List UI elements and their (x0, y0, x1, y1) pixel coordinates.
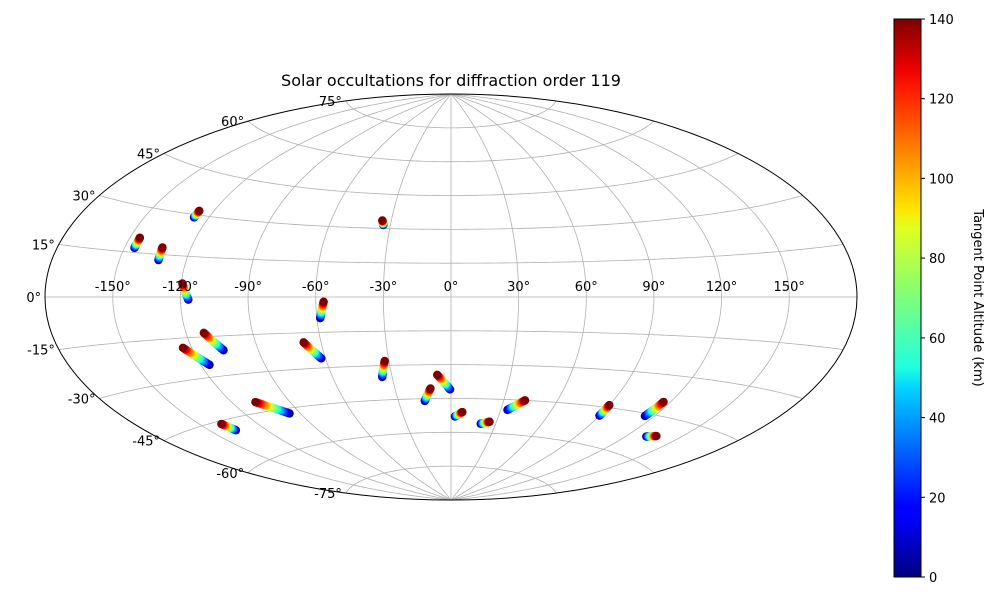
latitude-tick-label: 45° (137, 148, 160, 163)
occultation-track (378, 356, 389, 382)
map-border (44, 93, 858, 501)
colorbar-ticks: 0 20 40 60 80 100 120 140 (921, 13, 954, 586)
occultation-point (217, 419, 226, 429)
colorbar-tick-label: 20 (929, 491, 946, 506)
occultation-track (503, 396, 530, 415)
occultation-point (520, 396, 530, 405)
occultation-track (316, 297, 328, 323)
occultation-point (319, 297, 328, 306)
colorbar-tick-label: 100 (929, 172, 954, 187)
occultation-point (199, 328, 209, 337)
colorbar-tick-label: 80 (929, 252, 946, 267)
meridian-line (247, 94, 452, 500)
latitude-tick-label: 15° (32, 239, 55, 254)
longitude-tick-label: 30° (507, 280, 530, 295)
meridian-line (450, 94, 723, 500)
colorbar-label: Tangent Point Altitude (km) (970, 208, 985, 386)
occultation-point (195, 206, 204, 216)
colorbar-tick-label: 40 (929, 412, 946, 427)
colorbar-gradient (893, 18, 922, 578)
occultation-track (178, 279, 193, 304)
occultation-track (378, 216, 388, 230)
latitude-tick-label: 75° (319, 95, 342, 110)
occultation-track (476, 417, 494, 428)
occultation-point (605, 400, 614, 410)
occultation-point (380, 356, 389, 366)
meridian-line (315, 94, 452, 500)
meridian-line (382, 94, 452, 500)
meridian-line (112, 94, 452, 500)
occultation-point (485, 417, 494, 426)
occultation-track (432, 370, 455, 394)
occultation-track (450, 407, 467, 421)
longitude-tick-label: 120° (706, 280, 737, 295)
latitude-tick-label: 30° (72, 190, 95, 205)
occultation-points (130, 206, 668, 441)
occultation-track (178, 343, 214, 370)
latitude-tick-label: 0° (26, 291, 41, 306)
occultation-point (458, 407, 467, 417)
longitude-tick-label: -30° (370, 280, 398, 295)
longitude-tick-label: 90° (642, 280, 665, 295)
meridian-line (450, 94, 655, 500)
occultation-track (130, 233, 145, 253)
occultation-track (217, 419, 241, 435)
meridian-line (450, 94, 790, 500)
occultation-point (158, 243, 167, 252)
occultation-point (432, 370, 442, 380)
occultation-point (135, 233, 145, 242)
occultation-point (378, 216, 387, 225)
occultation-point (251, 397, 260, 407)
meridian-line (450, 94, 587, 500)
occultation-point (652, 431, 661, 441)
longitude-tick-label: -90° (234, 280, 262, 295)
occultation-track (154, 243, 167, 265)
latitude-tick-label: -30° (68, 393, 96, 408)
colorbar: 0 20 40 60 80 100 120 140 Tangent Point Altitud… (893, 13, 985, 586)
occultation-point (426, 384, 435, 393)
longitude-tick-label: 150° (774, 280, 805, 295)
occultation-track (642, 431, 661, 441)
longitude-tick-label: -150° (95, 280, 131, 295)
occultation-track (189, 206, 204, 222)
occultation-track (640, 397, 668, 421)
latitude-tick-label: -60° (216, 467, 244, 482)
longitude-tick-label: -120° (162, 280, 198, 295)
longitude-tick-label: 60° (575, 280, 598, 295)
meridian-line (450, 94, 520, 500)
graticule (45, 94, 857, 500)
occultation-track (595, 400, 614, 420)
colorbar-tick-label: 0 (929, 571, 937, 586)
latitude-tick-label: 60° (221, 115, 244, 130)
longitude-tick-label: -60° (302, 280, 330, 295)
occultation-track (299, 338, 326, 363)
colorbar-tick-label: 140 (929, 13, 954, 28)
latitude-tick-label: -45° (132, 435, 160, 450)
longitude-tick-labels: -150° -120° -90° -60° -30° 0° 30° 60° 90° 120° 150… (95, 280, 805, 295)
meridian-line (179, 94, 452, 500)
chart-title: Solar occultations for diffraction order… (281, 71, 621, 90)
occultation-track (420, 384, 435, 406)
colorbar-tick-label: 60 (929, 332, 946, 347)
occultation-point (178, 343, 188, 352)
map-area: -150° -120° -90° -60° -30° 0° 30° 60° 90° 120° 150… (26, 93, 858, 502)
occultation-track (199, 328, 228, 355)
occultation-point (299, 338, 308, 347)
occultation-track (251, 397, 294, 418)
longitude-tick-label: 0° (444, 280, 459, 295)
occultation-point (178, 279, 187, 288)
latitude-tick-label: -15° (27, 344, 55, 359)
colorbar-tick-label: 120 (929, 93, 954, 108)
occultation-point (659, 397, 668, 407)
latitude-tick-label: -75° (314, 487, 342, 502)
latitude-tick-labels: 75° 60° 45° 30° 15° 0° -15° -30° -45° -60° -75° (26, 95, 342, 502)
